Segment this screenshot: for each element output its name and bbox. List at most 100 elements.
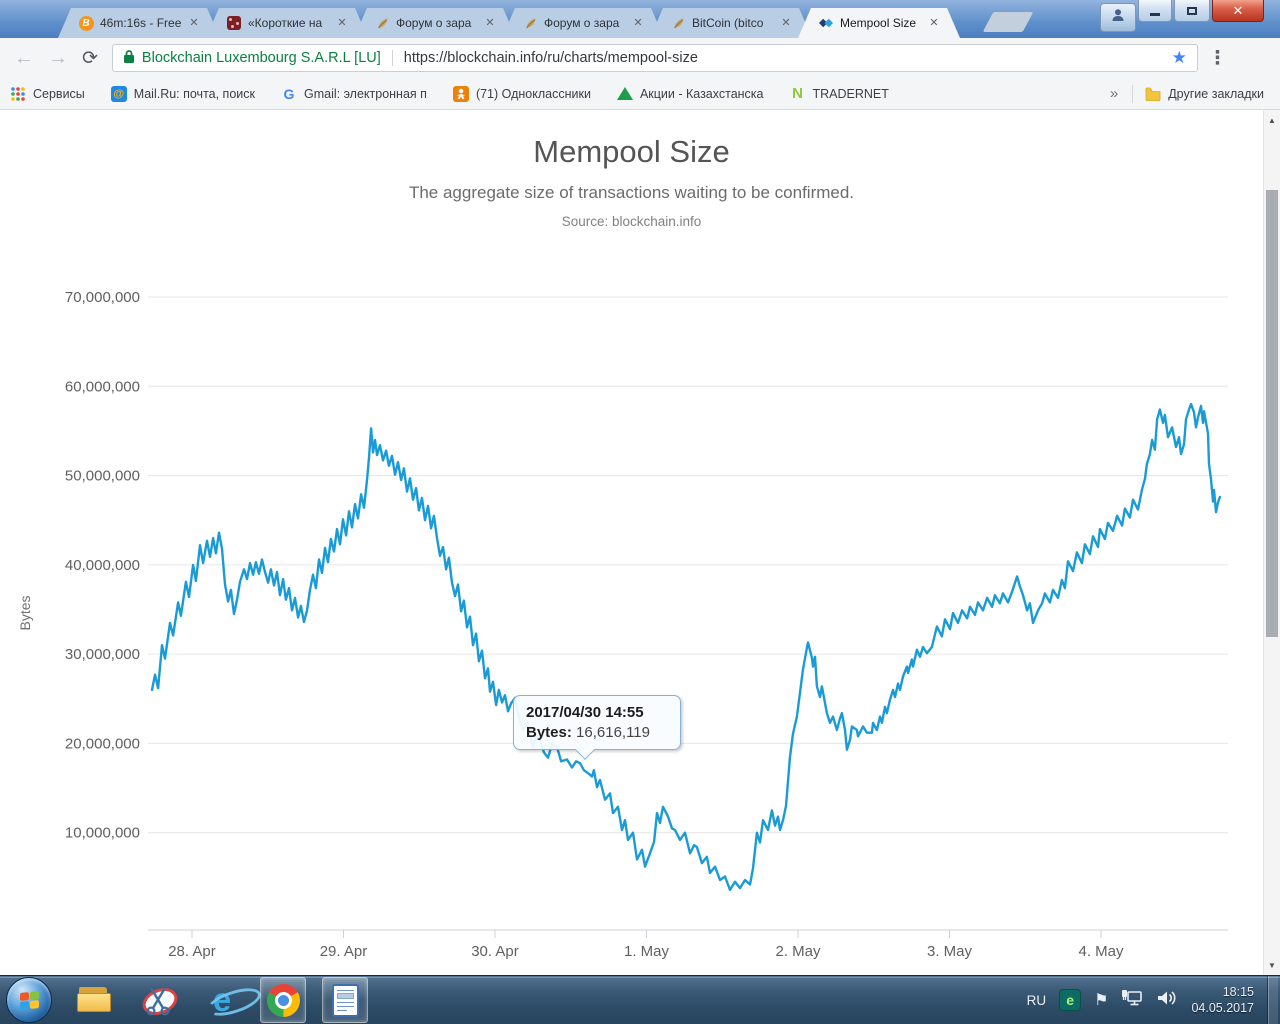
bookmark-item[interactable]: N TRADERNET — [790, 85, 889, 102]
maximize-button[interactable] — [1174, 0, 1210, 22]
svg-text:1. May: 1. May — [624, 943, 670, 960]
chart-y-tick-labels: 10,000,000 20,000,000 30,000,000 40,000,000… — [65, 289, 140, 842]
taskbar: e RU e ⚑ 18:15 04.05.2017 — [0, 975, 1280, 1024]
show-desktop-button[interactable] — [1267, 975, 1278, 1024]
language-indicator[interactable]: RU — [1026, 992, 1047, 1008]
network-tray-icon[interactable] — [1121, 989, 1143, 1012]
address-bar[interactable]: Blockchain Luxembourg S.A.R.L [LU] https… — [111, 44, 1198, 72]
taskbar-writer-button[interactable] — [322, 977, 368, 1023]
start-button[interactable] — [6, 977, 52, 1023]
browser-menu-button[interactable]: ⋮ — [1207, 47, 1227, 69]
browser-toolbar: ← → ⟳ Blockchain Luxembourg S.A.R.L [LU]… — [0, 38, 1280, 78]
new-tab-button[interactable] — [982, 12, 1034, 32]
bookmarks-overflow-button[interactable]: » — [1109, 85, 1119, 102]
taskbar-clock[interactable]: 18:15 04.05.2017 — [1191, 984, 1254, 1017]
browser-tab[interactable]: Mempool Size ✕ — [798, 8, 960, 38]
address-divider-icon — [391, 50, 393, 66]
dice-favicon-icon — [226, 15, 242, 31]
svg-text:20,000,000: 20,000,000 — [65, 735, 140, 752]
svg-text:2. May: 2. May — [775, 943, 821, 960]
volume-tray-icon[interactable] — [1156, 989, 1178, 1012]
explorer-folder-icon — [77, 987, 111, 1013]
tab-title: 46m:16s - Free — [100, 16, 182, 30]
folder-icon — [1145, 86, 1161, 102]
mempool-chart[interactable]: 10,000,000 20,000,000 30,000,000 40,000,000… — [0, 110, 1280, 975]
minimize-button[interactable] — [1138, 0, 1172, 22]
taskbar-time: 18:15 — [1222, 984, 1254, 999]
bookmark-label: (71) Одноклассники — [475, 86, 591, 101]
browser-tab[interactable]: BitCoin (bitco ✕ — [650, 8, 812, 38]
close-button[interactable]: ✕ — [1212, 0, 1264, 22]
reload-button[interactable]: ⟳ — [82, 47, 98, 69]
tab-close-icon[interactable]: ✕ — [337, 17, 347, 29]
tradernet-icon: N — [792, 85, 803, 102]
blockchain-favicon-icon — [818, 15, 834, 31]
taskbar-explorer-button[interactable] — [72, 978, 116, 1022]
close-icon: ✕ — [1232, 2, 1244, 18]
bitcoin-favicon-icon: B — [78, 15, 94, 31]
tab-close-icon[interactable]: ✕ — [485, 17, 495, 29]
profile-button[interactable] — [1100, 3, 1136, 32]
other-bookmarks-button[interactable]: Другие закладки — [1145, 86, 1264, 102]
window-controls: ✕ — [1138, 0, 1264, 22]
eset-tray-icon[interactable]: e — [1059, 989, 1082, 1011]
maximize-icon — [1187, 6, 1197, 15]
bookmarks-bar: Сервисы @ Mail.Ru: почта, поиск G Gmail: эле… — [0, 78, 1280, 110]
tab-title: Форум о зара — [544, 16, 620, 30]
tooltip-value: 16,616,119 — [576, 724, 650, 741]
tooltip-value-row: Bytes: 16,616,119 — [526, 724, 668, 741]
page-content: 10,000,000 20,000,000 30,000,000 40,000,000… — [0, 110, 1280, 975]
window-titlebar: B 46m:16s - Free ✕ «Короткие на ✕ Форум о зар… — [0, 0, 1280, 38]
tab-close-icon[interactable]: ✕ — [781, 17, 791, 29]
bookmark-star-icon[interactable]: ★ — [1171, 48, 1187, 67]
bookmark-label: Mail.Ru: почта, поиск — [133, 86, 255, 101]
y-axis-title: Bytes — [17, 595, 33, 630]
taskbar-ie-button[interactable]: e — [200, 978, 264, 1022]
svg-text:10,000,000: 10,000,000 — [65, 825, 140, 842]
taskbar-snipping-tool-button[interactable] — [136, 978, 182, 1022]
google-g-icon: G — [283, 85, 295, 102]
bookmark-item[interactable]: Сервисы — [10, 86, 85, 102]
tab-strip: B 46m:16s - Free ✕ «Короткие на ✕ Форум о зар… — [58, 8, 946, 38]
svg-text:3. May: 3. May — [927, 943, 973, 960]
tooltip-date: 2017/04/30 14:55 — [526, 704, 644, 721]
other-bookmarks-label: Другие закладки — [1168, 86, 1264, 101]
bookmark-item[interactable]: G Gmail: электронная п — [281, 86, 427, 102]
svg-text:30,000,000: 30,000,000 — [65, 646, 140, 663]
bookmark-item[interactable]: Акции - Казахстанска — [616, 86, 764, 102]
bookmark-label: Gmail: электронная п — [303, 86, 427, 101]
quill-favicon-icon — [670, 15, 686, 31]
ok-icon — [452, 85, 469, 102]
forward-button[interactable]: → — [48, 46, 68, 69]
tab-close-icon[interactable]: ✕ — [929, 17, 939, 29]
browser-tab[interactable]: B 46m:16s - Free ✕ — [58, 8, 220, 38]
minimize-icon — [1150, 13, 1160, 16]
page-subtitle: The aggregate size of transactions waiti… — [408, 183, 855, 202]
scrollbar-up-icon[interactable]: ▲ — [1268, 115, 1276, 125]
action-center-flag-icon[interactable]: ⚑ — [1094, 992, 1109, 1009]
svg-text:29. Apr: 29. Apr — [320, 943, 368, 960]
taskbar-chrome-button[interactable] — [260, 977, 306, 1023]
svg-text:28. Apr: 28. Apr — [168, 943, 216, 960]
bookmarks-separator — [1132, 84, 1134, 103]
page-scrollbar[interactable]: ▲ ▼ — [1263, 110, 1280, 975]
tab-title: «Короткие на — [248, 16, 323, 30]
bookmark-item[interactable]: @ Mail.Ru: почта, поиск — [110, 85, 255, 102]
scrollbar-down-icon[interactable]: ▼ — [1268, 960, 1276, 970]
tab-close-icon[interactable]: ✕ — [633, 17, 643, 29]
quill-favicon-icon — [374, 15, 390, 31]
browser-tab[interactable]: «Короткие на ✕ — [206, 8, 368, 38]
svg-text:40,000,000: 40,000,000 — [65, 557, 140, 574]
scrollbar-thumb[interactable] — [1266, 190, 1278, 637]
back-button[interactable]: ← — [14, 46, 34, 69]
bookmark-label: Акции - Казахстанска — [639, 86, 764, 101]
lock-icon — [123, 49, 135, 68]
browser-tab[interactable]: Форум о зара ✕ — [354, 8, 516, 38]
taskbar-date: 04.05.2017 — [1191, 1001, 1254, 1015]
apps-grid-icon — [10, 86, 26, 102]
mailru-icon: @ — [110, 85, 127, 102]
browser-tab[interactable]: Форум о зара ✕ — [502, 8, 664, 38]
tab-close-icon[interactable]: ✕ — [189, 17, 199, 29]
bookmark-item[interactable]: (71) Одноклассники — [452, 85, 591, 102]
